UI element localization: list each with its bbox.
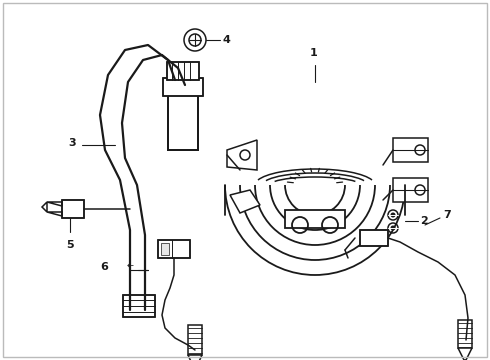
Bar: [62, 200, 84, 218]
Polygon shape: [393, 138, 428, 162]
Text: 1: 1: [310, 48, 318, 58]
Text: 4: 4: [222, 35, 230, 45]
Polygon shape: [230, 190, 260, 213]
Bar: [158, 240, 190, 258]
Text: 3: 3: [68, 138, 75, 148]
Bar: [167, 62, 199, 80]
Bar: [163, 78, 203, 96]
Bar: [161, 243, 169, 255]
Polygon shape: [393, 178, 428, 202]
Polygon shape: [227, 140, 257, 170]
Text: 5: 5: [66, 240, 74, 250]
Polygon shape: [458, 348, 472, 360]
Bar: [285, 210, 345, 228]
Bar: [163, 78, 203, 96]
Text: 7: 7: [443, 210, 451, 220]
Bar: [458, 320, 472, 348]
Circle shape: [391, 225, 395, 230]
Bar: [167, 62, 199, 80]
Polygon shape: [188, 355, 202, 360]
Bar: [168, 80, 198, 150]
Text: ←: ←: [127, 261, 134, 270]
Bar: [188, 325, 202, 355]
Text: 2: 2: [420, 216, 428, 226]
Circle shape: [391, 212, 395, 217]
Bar: [360, 230, 388, 246]
Bar: [360, 230, 388, 246]
Bar: [158, 240, 190, 258]
Bar: [123, 295, 155, 317]
Bar: [123, 295, 155, 317]
Text: 6: 6: [100, 262, 108, 272]
Bar: [62, 200, 84, 218]
Bar: [168, 80, 198, 150]
